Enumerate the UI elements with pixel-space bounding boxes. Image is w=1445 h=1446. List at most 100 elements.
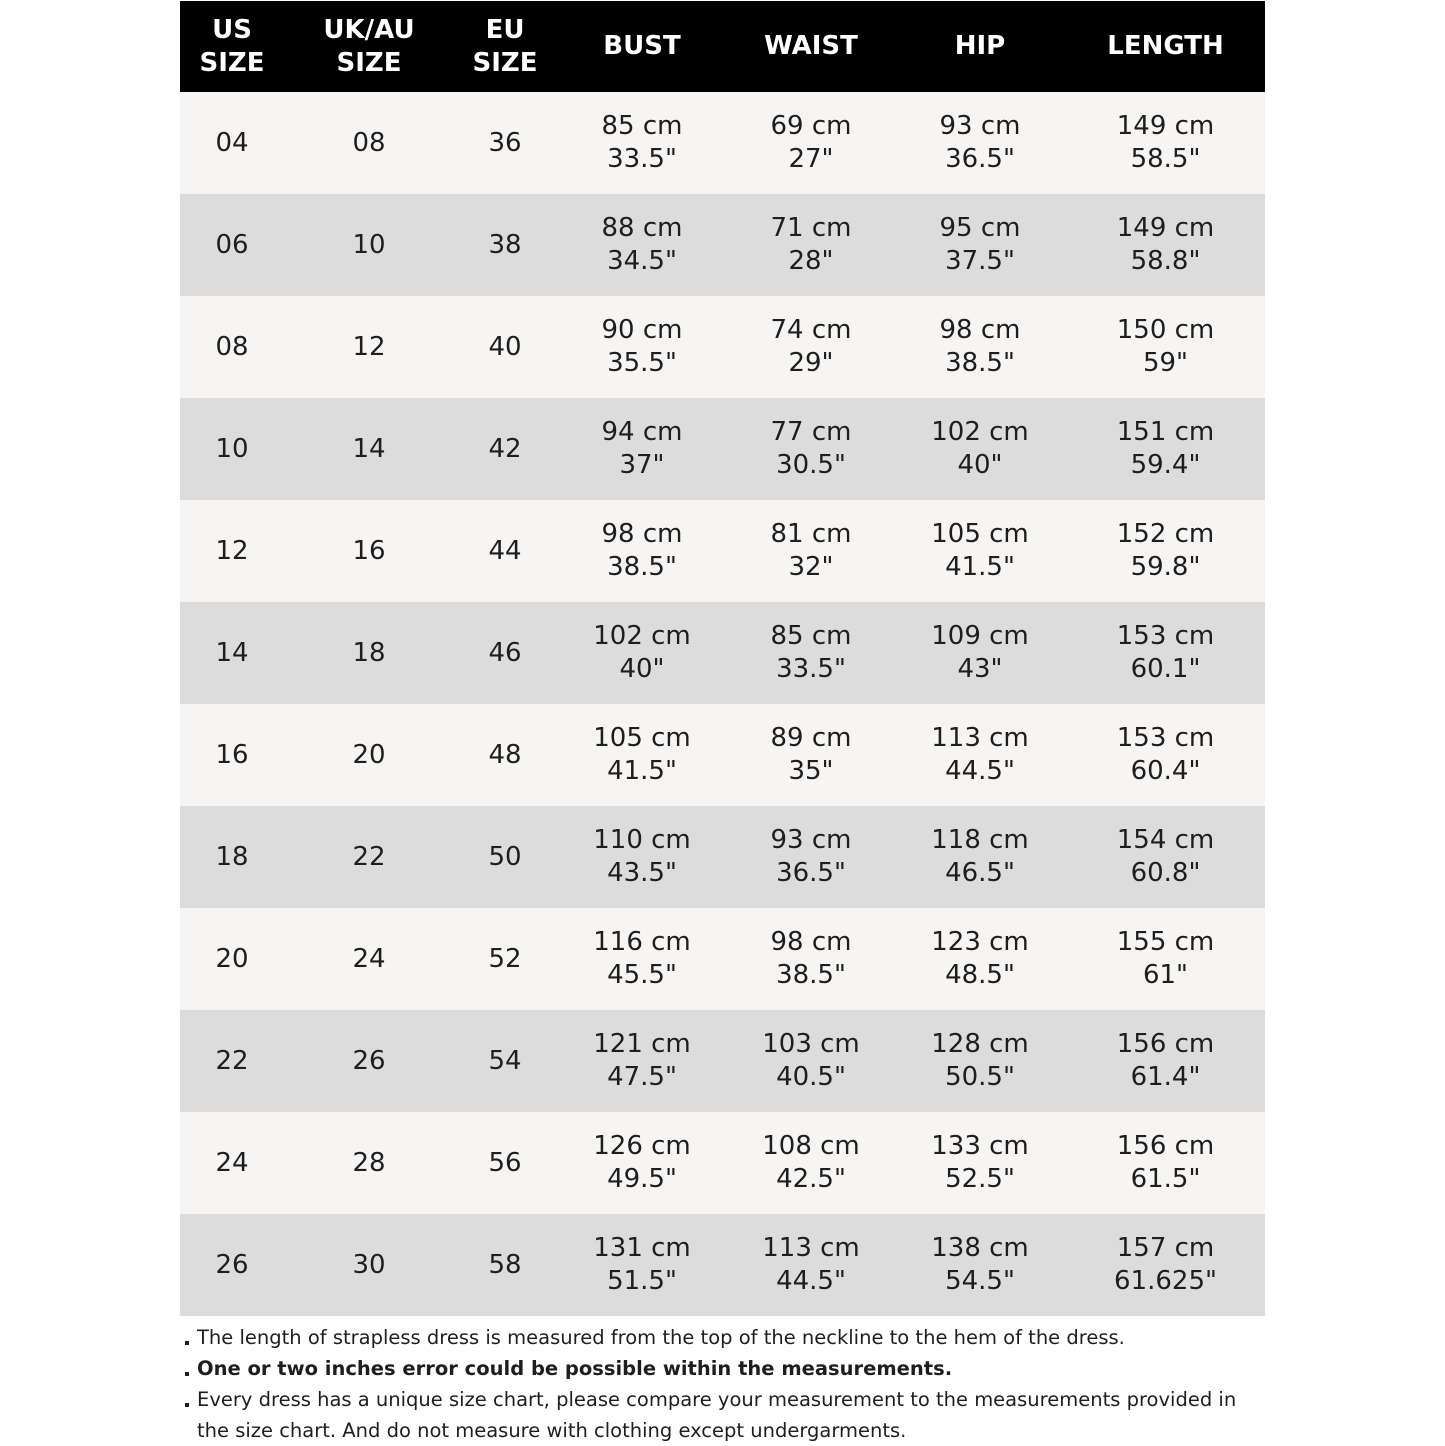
value-inches: 30.5" <box>776 450 846 480</box>
value-cm: 89 cm <box>770 723 852 753</box>
value-inches: 45.5" <box>607 960 677 990</box>
value: 04 <box>215 127 249 158</box>
value-cm: 156 cm <box>1116 1131 1215 1161</box>
cell-us-size: 08 <box>180 296 284 398</box>
value-inches: 44.5" <box>945 756 1015 786</box>
table-row: 06 10 38 88 cm 34.5" 71 cm 28" 95 cm 37.5" 149 cm… <box>180 194 1265 296</box>
cell-waist: 89 cm 35" <box>728 704 894 806</box>
value-cm: 105 cm <box>593 723 691 753</box>
value-inches: 60.4" <box>1130 756 1201 786</box>
value-cm: 126 cm <box>593 1131 691 1161</box>
cell-uk-au-size: 08 <box>284 92 454 194</box>
cell-waist: 71 cm 28" <box>728 194 894 296</box>
cell-length: 151 cm 59.4" <box>1066 398 1265 500</box>
header-length: LENGTH <box>1066 1 1265 92</box>
value: 22 <box>215 1045 249 1076</box>
cell-hip: 93 cm 36.5" <box>894 92 1066 194</box>
table-row: 22 26 54 121 cm 47.5" 103 cm 40.5" 128 cm 50.5" 1… <box>180 1010 1265 1112</box>
header-label: BUST <box>603 31 681 61</box>
cell-us-size: 22 <box>180 1010 284 1112</box>
value-cm: 108 cm <box>762 1131 860 1161</box>
value-inches: 42.5" <box>776 1164 846 1194</box>
header-label: WAIST <box>764 31 858 61</box>
table-row: 26 30 58 131 cm 51.5" 113 cm 44.5" 138 cm 54.5" 1… <box>180 1214 1265 1316</box>
cell-us-size: 14 <box>180 602 284 704</box>
cell-us-size: 12 <box>180 500 284 602</box>
table-row: 18 22 50 110 cm 43.5" 93 cm 36.5" 118 cm 46.5" 15… <box>180 806 1265 908</box>
value-inches: 35" <box>788 756 834 786</box>
value: 18 <box>215 841 249 872</box>
value-inches: 38.5" <box>776 960 846 990</box>
cell-length: 155 cm 61" <box>1066 908 1265 1010</box>
value-cm: 151 cm <box>1116 417 1215 447</box>
header-label: SIZE <box>336 47 402 78</box>
value-inches: 43.5" <box>607 858 677 888</box>
value: 58 <box>488 1249 522 1280</box>
value-cm: 102 cm <box>931 417 1029 447</box>
header-label: EU <box>485 14 525 45</box>
value: 26 <box>352 1045 386 1076</box>
value-cm: 102 cm <box>593 621 691 651</box>
value-inches: 35.5" <box>607 348 677 378</box>
value-inches: 34.5" <box>607 246 677 276</box>
cell-bust: 94 cm 37" <box>556 398 728 500</box>
value-inches: 28" <box>788 246 834 276</box>
note-item: Every dress has a unique size chart, ple… <box>184 1384 1264 1446</box>
cell-eu-size: 54 <box>454 1010 556 1112</box>
cell-uk-au-size: 18 <box>284 602 454 704</box>
value-cm: 113 cm <box>931 723 1029 753</box>
cell-uk-au-size: 28 <box>284 1112 454 1214</box>
cell-bust: 98 cm 38.5" <box>556 500 728 602</box>
cell-hip: 118 cm 46.5" <box>894 806 1066 908</box>
value: 10 <box>215 433 249 464</box>
cell-eu-size: 42 <box>454 398 556 500</box>
value: 44 <box>488 535 522 566</box>
cell-eu-size: 56 <box>454 1112 556 1214</box>
cell-waist: 74 cm 29" <box>728 296 894 398</box>
value-cm: 157 cm <box>1116 1233 1215 1263</box>
cell-us-size: 10 <box>180 398 284 500</box>
value-cm: 155 cm <box>1116 927 1215 957</box>
value-inches: 37" <box>619 450 665 480</box>
cell-us-size: 24 <box>180 1112 284 1214</box>
cell-hip: 113 cm 44.5" <box>894 704 1066 806</box>
value-cm: 98 cm <box>770 927 852 957</box>
value-inches: 49.5" <box>607 1164 677 1194</box>
table-row: 08 12 40 90 cm 35.5" 74 cm 29" 98 cm 38.5" 150 cm… <box>180 296 1265 398</box>
value-inches: 41.5" <box>607 756 677 786</box>
value: 14 <box>352 433 386 464</box>
note-item: The length of strapless dress is measure… <box>184 1322 1264 1353</box>
value-cm: 85 cm <box>601 111 683 141</box>
table-row: 04 08 36 85 cm 33.5" 69 cm 27" 93 cm 36.5" 149 cm… <box>180 92 1265 194</box>
value-inches: 50.5" <box>945 1062 1015 1092</box>
table-header: US SIZE UK/AU SIZE EU SIZE BUST WAIST HIP LENGTH <box>180 1 1265 92</box>
cell-bust: 116 cm 45.5" <box>556 908 728 1010</box>
value: 12 <box>352 331 386 362</box>
cell-uk-au-size: 10 <box>284 194 454 296</box>
cell-eu-size: 52 <box>454 908 556 1010</box>
table-row: 24 28 56 126 cm 49.5" 108 cm 42.5" 133 cm 52.5" 1… <box>180 1112 1265 1214</box>
value: 16 <box>352 535 386 566</box>
value-inches: 33.5" <box>607 144 677 174</box>
value-cm: 131 cm <box>593 1233 691 1263</box>
size-chart-table: US SIZE UK/AU SIZE EU SIZE BUST WAIST HIP LENGTH 0… <box>180 1 1265 1316</box>
value-inches: 54.5" <box>945 1266 1015 1296</box>
cell-uk-au-size: 14 <box>284 398 454 500</box>
header-label: US <box>212 14 252 45</box>
value: 22 <box>352 841 386 872</box>
value-cm: 149 cm <box>1116 111 1215 141</box>
cell-waist: 85 cm 33.5" <box>728 602 894 704</box>
table-row: 12 16 44 98 cm 38.5" 81 cm 32" 105 cm 41.5" 152 c… <box>180 500 1265 602</box>
value-cm: 149 cm <box>1116 213 1215 243</box>
value: 36 <box>488 127 522 158</box>
cell-eu-size: 36 <box>454 92 556 194</box>
cell-hip: 105 cm 41.5" <box>894 500 1066 602</box>
cell-uk-au-size: 24 <box>284 908 454 1010</box>
cell-bust: 90 cm 35.5" <box>556 296 728 398</box>
value-cm: 138 cm <box>931 1233 1029 1263</box>
value-cm: 69 cm <box>770 111 852 141</box>
table-row: 14 18 46 102 cm 40" 85 cm 33.5" 109 cm 43" 153 cm… <box>180 602 1265 704</box>
cell-waist: 77 cm 30.5" <box>728 398 894 500</box>
cell-hip: 109 cm 43" <box>894 602 1066 704</box>
value-inches: 36.5" <box>945 144 1015 174</box>
